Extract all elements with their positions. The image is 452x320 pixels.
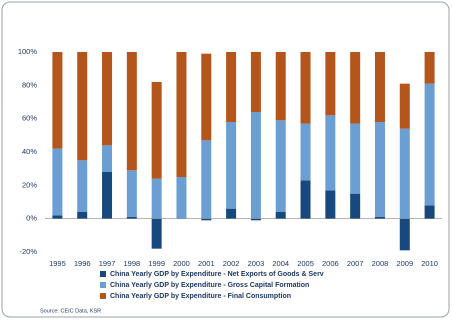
y-tick-label: 60% xyxy=(22,114,37,123)
bar-segment xyxy=(77,52,88,161)
bar-segment xyxy=(126,52,137,171)
bar-segment xyxy=(424,52,435,84)
bar-segment xyxy=(275,212,286,219)
bar-segment xyxy=(300,52,311,124)
bar-segment xyxy=(102,52,113,146)
bar-segment xyxy=(300,180,311,219)
bar-segment xyxy=(250,218,261,221)
bar-segment xyxy=(275,120,286,212)
bar-segment xyxy=(250,112,261,219)
bar-segment xyxy=(102,172,113,219)
y-tick-label: 20% xyxy=(22,180,37,189)
bar-segment xyxy=(52,148,63,216)
bar-segment xyxy=(126,217,137,219)
x-tick-label: 1997 xyxy=(99,259,116,268)
bar-segment xyxy=(250,52,261,112)
bar-segment xyxy=(102,145,113,172)
bar-segment xyxy=(52,215,63,219)
bar-segment xyxy=(300,123,311,181)
x-tick-label: 1998 xyxy=(124,259,141,268)
x-tick-label: 2002 xyxy=(223,259,240,268)
x-tick-label: 2005 xyxy=(297,259,314,268)
legend-swatch xyxy=(100,271,106,277)
bar-segment xyxy=(399,83,410,129)
bar-segment xyxy=(176,52,187,177)
bar-segment xyxy=(201,140,212,219)
bar-segment xyxy=(201,53,212,141)
y-tick-label: 0% xyxy=(26,214,37,223)
bar-segment xyxy=(399,218,410,251)
x-tick-label: 2007 xyxy=(347,259,364,268)
bar-segment xyxy=(226,122,237,209)
bar-segment xyxy=(151,82,162,179)
y-tick-label: 80% xyxy=(22,80,37,89)
bar-segment xyxy=(126,170,137,217)
x-tick-label: 1995 xyxy=(49,259,66,268)
bar-segment xyxy=(226,208,237,219)
x-tick-label: 2006 xyxy=(322,259,339,268)
bar-segment xyxy=(151,218,162,249)
x-tick-label: 2010 xyxy=(421,259,438,268)
bar-segment xyxy=(226,52,237,122)
bar-segment xyxy=(151,178,162,219)
legend-label: China Yearly GDP by Expenditure - Final … xyxy=(110,293,291,300)
bar-segment xyxy=(325,52,336,116)
x-tick-label: 1996 xyxy=(74,259,91,268)
y-tick-label: 100% xyxy=(18,47,38,56)
bar-segment xyxy=(424,205,435,219)
x-tick-label: 2000 xyxy=(173,259,190,268)
x-tick-label: 2001 xyxy=(198,259,215,268)
bar-segment xyxy=(399,128,410,219)
bar-segment xyxy=(77,160,88,212)
legend-label: China Yearly GDP by Expenditure - Gross … xyxy=(110,282,309,289)
bar-segment xyxy=(350,52,361,124)
x-tick-label: 2008 xyxy=(372,259,389,268)
source-note: Source: CEIC Data, KSR xyxy=(40,308,101,314)
bar-segment xyxy=(325,190,336,219)
x-tick-label: 2004 xyxy=(272,259,289,268)
x-tick-label: 2003 xyxy=(248,259,265,268)
legend-label: China Yearly GDP by Expenditure - Net Ex… xyxy=(110,271,324,278)
bar-segment xyxy=(350,193,361,219)
x-tick-label: 2009 xyxy=(396,259,413,268)
legend-swatch xyxy=(100,282,106,288)
bar-segment xyxy=(77,212,88,219)
y-tick-label: 40% xyxy=(22,147,37,156)
bar-segment xyxy=(201,218,212,221)
bar-segment xyxy=(374,217,385,219)
bar-segment xyxy=(176,177,187,219)
x-tick-label: 1999 xyxy=(148,259,165,268)
bar-segment xyxy=(275,52,286,121)
bar-segment xyxy=(374,52,385,122)
legend-swatch xyxy=(100,293,106,299)
bar-segment xyxy=(350,123,361,194)
bar-segment xyxy=(374,122,385,217)
bar-segment xyxy=(52,52,63,149)
bar-segment xyxy=(325,115,336,191)
bar-segment xyxy=(424,83,435,206)
y-tick-label: -20% xyxy=(19,247,37,256)
